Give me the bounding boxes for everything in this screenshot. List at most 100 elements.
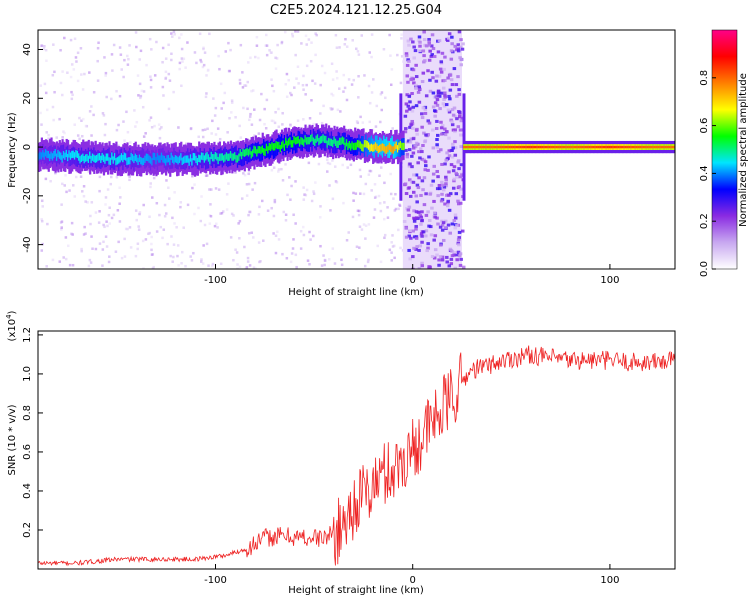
noise-cell <box>201 128 205 132</box>
broadband-cell <box>448 73 453 77</box>
noise-cell <box>236 267 239 269</box>
ridge-cell <box>184 155 187 163</box>
broadband-cell <box>453 128 457 132</box>
noise-cell <box>319 83 322 87</box>
noise-cell <box>149 78 153 82</box>
noise-cell <box>165 179 168 182</box>
ridge-cell <box>50 151 53 159</box>
ridge-cell <box>471 145 474 149</box>
noise-cell <box>320 121 324 125</box>
noise-cell <box>135 120 139 124</box>
ridge-cell <box>325 135 328 144</box>
noise-cell <box>61 70 64 73</box>
noise-cell <box>374 125 378 128</box>
noise-cell <box>216 127 220 130</box>
noise-cell <box>46 222 49 226</box>
noise-cell <box>197 206 200 210</box>
broadband-cell <box>423 160 428 164</box>
ridge-cell <box>87 155 90 163</box>
noise-cell <box>277 170 280 173</box>
noise-cell <box>331 159 334 162</box>
noise-cell <box>272 89 276 93</box>
noise-cell <box>390 68 394 71</box>
noise-cell <box>123 255 127 258</box>
ridge-cell <box>559 145 563 149</box>
broadband-cell <box>420 210 424 214</box>
noise-cell <box>212 97 215 100</box>
broadband-cell <box>443 133 448 137</box>
noise-cell <box>134 31 138 34</box>
ridge-cell <box>396 145 400 153</box>
noise-cell <box>200 260 203 263</box>
noise-cell <box>74 56 78 59</box>
noise-cell <box>70 97 74 101</box>
broadband-cell <box>420 234 424 238</box>
broadband-cell <box>456 199 460 203</box>
noise-cell <box>351 39 354 42</box>
ridge-cell <box>180 152 183 170</box>
ridge-cell <box>138 154 141 162</box>
noise-cell <box>59 221 63 224</box>
ridge-cell <box>584 145 587 149</box>
noise-cell <box>391 127 394 130</box>
ridge-cell <box>115 157 118 166</box>
noise-cell <box>176 244 180 247</box>
ridge-cell <box>479 145 482 149</box>
snr-line <box>38 345 675 567</box>
noise-cell <box>350 83 354 86</box>
noise-cell <box>345 45 349 48</box>
ridge-cell <box>586 145 589 149</box>
ridge-cell <box>220 153 223 161</box>
broadband-cell <box>438 67 443 71</box>
broadband-cell <box>440 192 444 196</box>
noise-cell <box>195 61 198 65</box>
noise-cell <box>178 61 182 65</box>
noise-cell <box>66 244 70 248</box>
ridge-cell <box>275 141 278 149</box>
ridge-cell <box>53 150 56 159</box>
ridge-cell <box>570 145 574 149</box>
noise-cell <box>88 71 91 74</box>
noise-cell <box>92 90 96 94</box>
ridge-cell <box>181 157 184 165</box>
noise-cell <box>288 176 291 179</box>
noise-cell <box>398 203 401 207</box>
broadband-cell <box>449 49 454 53</box>
noise-cell <box>170 52 173 56</box>
ridge-cell <box>294 136 297 154</box>
ridge-cell <box>632 145 636 149</box>
ridge-cell <box>547 145 550 149</box>
broadband-cell <box>411 68 416 72</box>
noise-cell <box>296 119 300 122</box>
broadband-cell <box>447 208 452 212</box>
noise-cell <box>39 84 43 87</box>
broadband-cell <box>424 94 429 98</box>
ridge-cell <box>496 145 499 149</box>
noise-cell <box>383 233 387 237</box>
ridge-cell <box>494 145 498 149</box>
noise-cell <box>263 122 266 126</box>
ridge-cell <box>333 136 336 154</box>
noise-cell <box>281 123 284 126</box>
broadband-cell <box>418 44 422 48</box>
ridge-cell <box>470 145 473 149</box>
broadband-cell <box>436 133 440 137</box>
ridge-cell <box>126 157 129 166</box>
broadband-cell <box>426 168 430 172</box>
noise-cell <box>245 266 249 269</box>
ridge-cell <box>54 149 57 157</box>
noise-cell <box>73 195 77 198</box>
ridge-cell <box>232 153 235 161</box>
broadband-cell <box>412 190 416 194</box>
ridge-cell <box>666 145 669 149</box>
ridge-cell <box>256 149 259 157</box>
noise-cell <box>218 137 222 141</box>
noise-cell <box>112 43 116 47</box>
noise-cell <box>379 92 383 96</box>
broadband-cell <box>456 238 461 242</box>
noise-cell <box>129 246 133 249</box>
noise-cell <box>265 44 269 47</box>
broadband-cell <box>460 47 465 51</box>
noise-cell <box>277 238 281 241</box>
ridge-cell <box>47 150 50 159</box>
